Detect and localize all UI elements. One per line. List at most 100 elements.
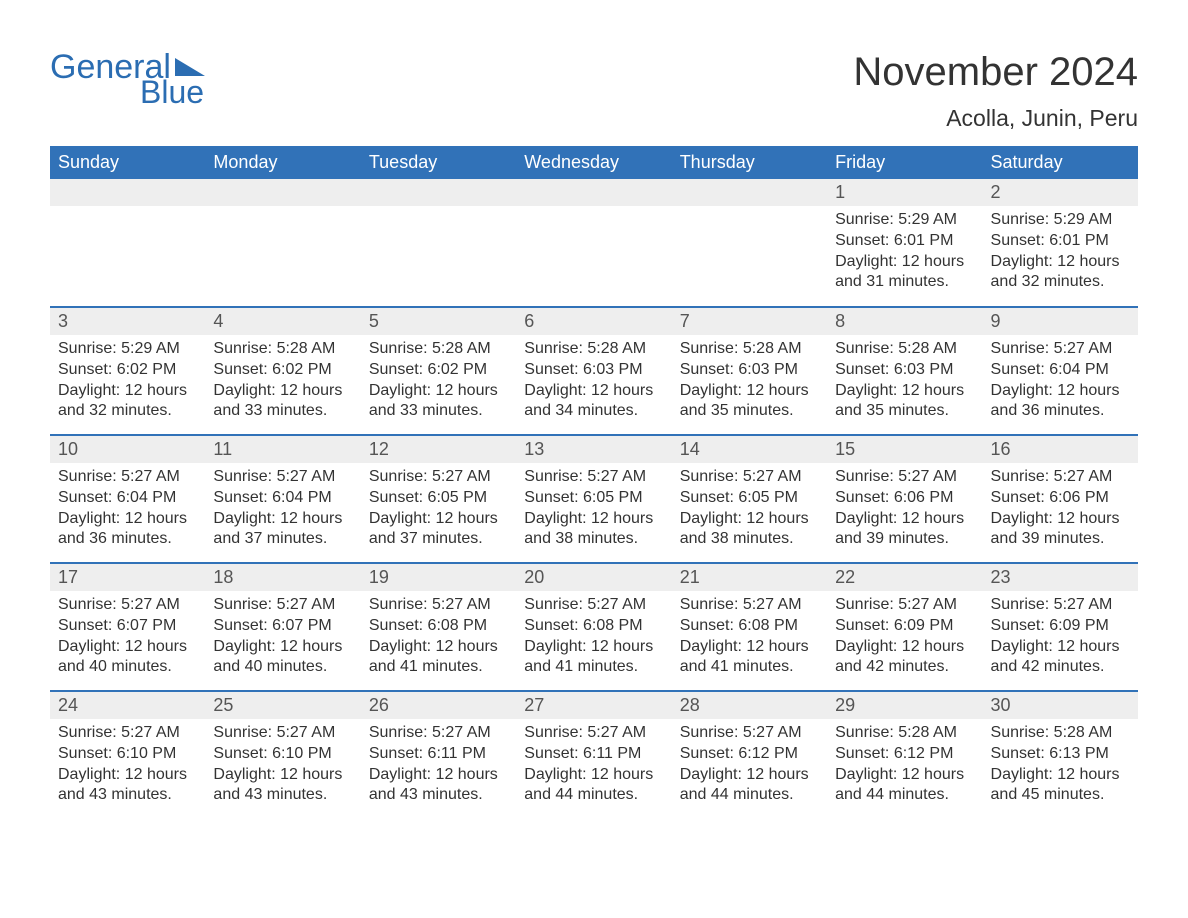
sunrise-text: Sunrise: 5:27 AM — [835, 595, 974, 616]
day-details: Sunrise: 5:28 AMSunset: 6:03 PMDaylight:… — [516, 335, 671, 430]
day-number-empty — [50, 179, 205, 206]
calendar-page: General Blue November 2024 Acolla, Junin… — [0, 0, 1188, 859]
calendar-day-cell: 27Sunrise: 5:27 AMSunset: 6:11 PMDayligh… — [516, 691, 671, 819]
daylight-line1: Daylight: 12 hours — [680, 637, 819, 658]
calendar-day-cell: 6Sunrise: 5:28 AMSunset: 6:03 PMDaylight… — [516, 307, 671, 435]
sunset-text: Sunset: 6:02 PM — [58, 360, 197, 381]
day-details: Sunrise: 5:27 AMSunset: 6:07 PMDaylight:… — [50, 591, 205, 686]
calendar-week-row: 24Sunrise: 5:27 AMSunset: 6:10 PMDayligh… — [50, 691, 1138, 819]
sunset-text: Sunset: 6:05 PM — [369, 488, 508, 509]
calendar-week-row: 10Sunrise: 5:27 AMSunset: 6:04 PMDayligh… — [50, 435, 1138, 563]
day-number-empty — [205, 179, 360, 206]
day-number: 15 — [827, 436, 982, 463]
daylight-line2: and 33 minutes. — [369, 401, 508, 422]
day-number: 20 — [516, 564, 671, 591]
weekday-header: Monday — [205, 146, 360, 179]
day-number: 12 — [361, 436, 516, 463]
sunrise-text: Sunrise: 5:29 AM — [991, 210, 1130, 231]
calendar-day-cell: 10Sunrise: 5:27 AMSunset: 6:04 PMDayligh… — [50, 435, 205, 563]
daylight-line2: and 40 minutes. — [213, 657, 352, 678]
daylight-line1: Daylight: 12 hours — [524, 381, 663, 402]
daylight-line2: and 44 minutes. — [524, 785, 663, 806]
daylight-line2: and 36 minutes. — [58, 529, 197, 550]
daylight-line1: Daylight: 12 hours — [991, 509, 1130, 530]
calendar-day-cell: 19Sunrise: 5:27 AMSunset: 6:08 PMDayligh… — [361, 563, 516, 691]
day-number: 10 — [50, 436, 205, 463]
day-details: Sunrise: 5:28 AMSunset: 6:02 PMDaylight:… — [361, 335, 516, 430]
sunrise-text: Sunrise: 5:27 AM — [835, 467, 974, 488]
calendar-day-cell — [50, 179, 205, 307]
daylight-line2: and 37 minutes. — [369, 529, 508, 550]
sunrise-text: Sunrise: 5:29 AM — [58, 339, 197, 360]
sunrise-text: Sunrise: 5:27 AM — [369, 723, 508, 744]
day-number: 26 — [361, 692, 516, 719]
calendar-day-cell — [516, 179, 671, 307]
calendar-day-cell: 11Sunrise: 5:27 AMSunset: 6:04 PMDayligh… — [205, 435, 360, 563]
day-number: 6 — [516, 308, 671, 335]
daylight-line1: Daylight: 12 hours — [58, 765, 197, 786]
sunset-text: Sunset: 6:09 PM — [835, 616, 974, 637]
daylight-line2: and 44 minutes. — [680, 785, 819, 806]
month-title: November 2024 — [853, 50, 1138, 95]
sunrise-text: Sunrise: 5:27 AM — [58, 723, 197, 744]
calendar-day-cell: 21Sunrise: 5:27 AMSunset: 6:08 PMDayligh… — [672, 563, 827, 691]
day-details: Sunrise: 5:27 AMSunset: 6:08 PMDaylight:… — [516, 591, 671, 686]
daylight-line1: Daylight: 12 hours — [369, 637, 508, 658]
sunrise-text: Sunrise: 5:29 AM — [835, 210, 974, 231]
daylight-line2: and 34 minutes. — [524, 401, 663, 422]
sunrise-text: Sunrise: 5:27 AM — [524, 467, 663, 488]
day-details: Sunrise: 5:27 AMSunset: 6:05 PMDaylight:… — [516, 463, 671, 558]
sunset-text: Sunset: 6:12 PM — [835, 744, 974, 765]
daylight-line1: Daylight: 12 hours — [524, 509, 663, 530]
day-number: 17 — [50, 564, 205, 591]
daylight-line1: Daylight: 12 hours — [213, 765, 352, 786]
daylight-line2: and 36 minutes. — [991, 401, 1130, 422]
calendar-day-cell: 18Sunrise: 5:27 AMSunset: 6:07 PMDayligh… — [205, 563, 360, 691]
day-number: 16 — [983, 436, 1138, 463]
daylight-line1: Daylight: 12 hours — [835, 252, 974, 273]
day-number: 7 — [672, 308, 827, 335]
weekday-header: Tuesday — [361, 146, 516, 179]
daylight-line2: and 32 minutes. — [58, 401, 197, 422]
daylight-line1: Daylight: 12 hours — [58, 637, 197, 658]
day-details: Sunrise: 5:27 AMSunset: 6:06 PMDaylight:… — [983, 463, 1138, 558]
weekday-header: Saturday — [983, 146, 1138, 179]
sunrise-text: Sunrise: 5:27 AM — [991, 467, 1130, 488]
sunrise-text: Sunrise: 5:28 AM — [835, 723, 974, 744]
sunrise-text: Sunrise: 5:28 AM — [991, 723, 1130, 744]
sunrise-text: Sunrise: 5:27 AM — [680, 723, 819, 744]
calendar-week-row: 3Sunrise: 5:29 AMSunset: 6:02 PMDaylight… — [50, 307, 1138, 435]
sunset-text: Sunset: 6:04 PM — [58, 488, 197, 509]
calendar-day-cell — [205, 179, 360, 307]
day-number: 9 — [983, 308, 1138, 335]
daylight-line1: Daylight: 12 hours — [680, 509, 819, 530]
weekday-header: Friday — [827, 146, 982, 179]
daylight-line2: and 41 minutes. — [680, 657, 819, 678]
day-details: Sunrise: 5:27 AMSunset: 6:05 PMDaylight:… — [361, 463, 516, 558]
sunset-text: Sunset: 6:04 PM — [991, 360, 1130, 381]
sunset-text: Sunset: 6:03 PM — [524, 360, 663, 381]
sunset-text: Sunset: 6:08 PM — [680, 616, 819, 637]
sunrise-text: Sunrise: 5:27 AM — [369, 467, 508, 488]
sunset-text: Sunset: 6:03 PM — [680, 360, 819, 381]
sunset-text: Sunset: 6:08 PM — [369, 616, 508, 637]
daylight-line2: and 38 minutes. — [680, 529, 819, 550]
day-details: Sunrise: 5:28 AMSunset: 6:02 PMDaylight:… — [205, 335, 360, 430]
sunset-text: Sunset: 6:11 PM — [524, 744, 663, 765]
day-details: Sunrise: 5:27 AMSunset: 6:09 PMDaylight:… — [827, 591, 982, 686]
day-details: Sunrise: 5:27 AMSunset: 6:06 PMDaylight:… — [827, 463, 982, 558]
sunrise-text: Sunrise: 5:28 AM — [369, 339, 508, 360]
calendar-day-cell: 25Sunrise: 5:27 AMSunset: 6:10 PMDayligh… — [205, 691, 360, 819]
daylight-line1: Daylight: 12 hours — [524, 765, 663, 786]
sunrise-text: Sunrise: 5:27 AM — [680, 467, 819, 488]
sunrise-text: Sunrise: 5:27 AM — [680, 595, 819, 616]
daylight-line1: Daylight: 12 hours — [835, 509, 974, 530]
sunset-text: Sunset: 6:12 PM — [680, 744, 819, 765]
calendar-day-cell: 9Sunrise: 5:27 AMSunset: 6:04 PMDaylight… — [983, 307, 1138, 435]
day-details: Sunrise: 5:27 AMSunset: 6:04 PMDaylight:… — [50, 463, 205, 558]
calendar-day-cell: 20Sunrise: 5:27 AMSunset: 6:08 PMDayligh… — [516, 563, 671, 691]
day-details: Sunrise: 5:27 AMSunset: 6:11 PMDaylight:… — [516, 719, 671, 814]
calendar-week-row: 1Sunrise: 5:29 AMSunset: 6:01 PMDaylight… — [50, 179, 1138, 307]
calendar-day-cell: 28Sunrise: 5:27 AMSunset: 6:12 PMDayligh… — [672, 691, 827, 819]
day-details: Sunrise: 5:27 AMSunset: 6:10 PMDaylight:… — [205, 719, 360, 814]
